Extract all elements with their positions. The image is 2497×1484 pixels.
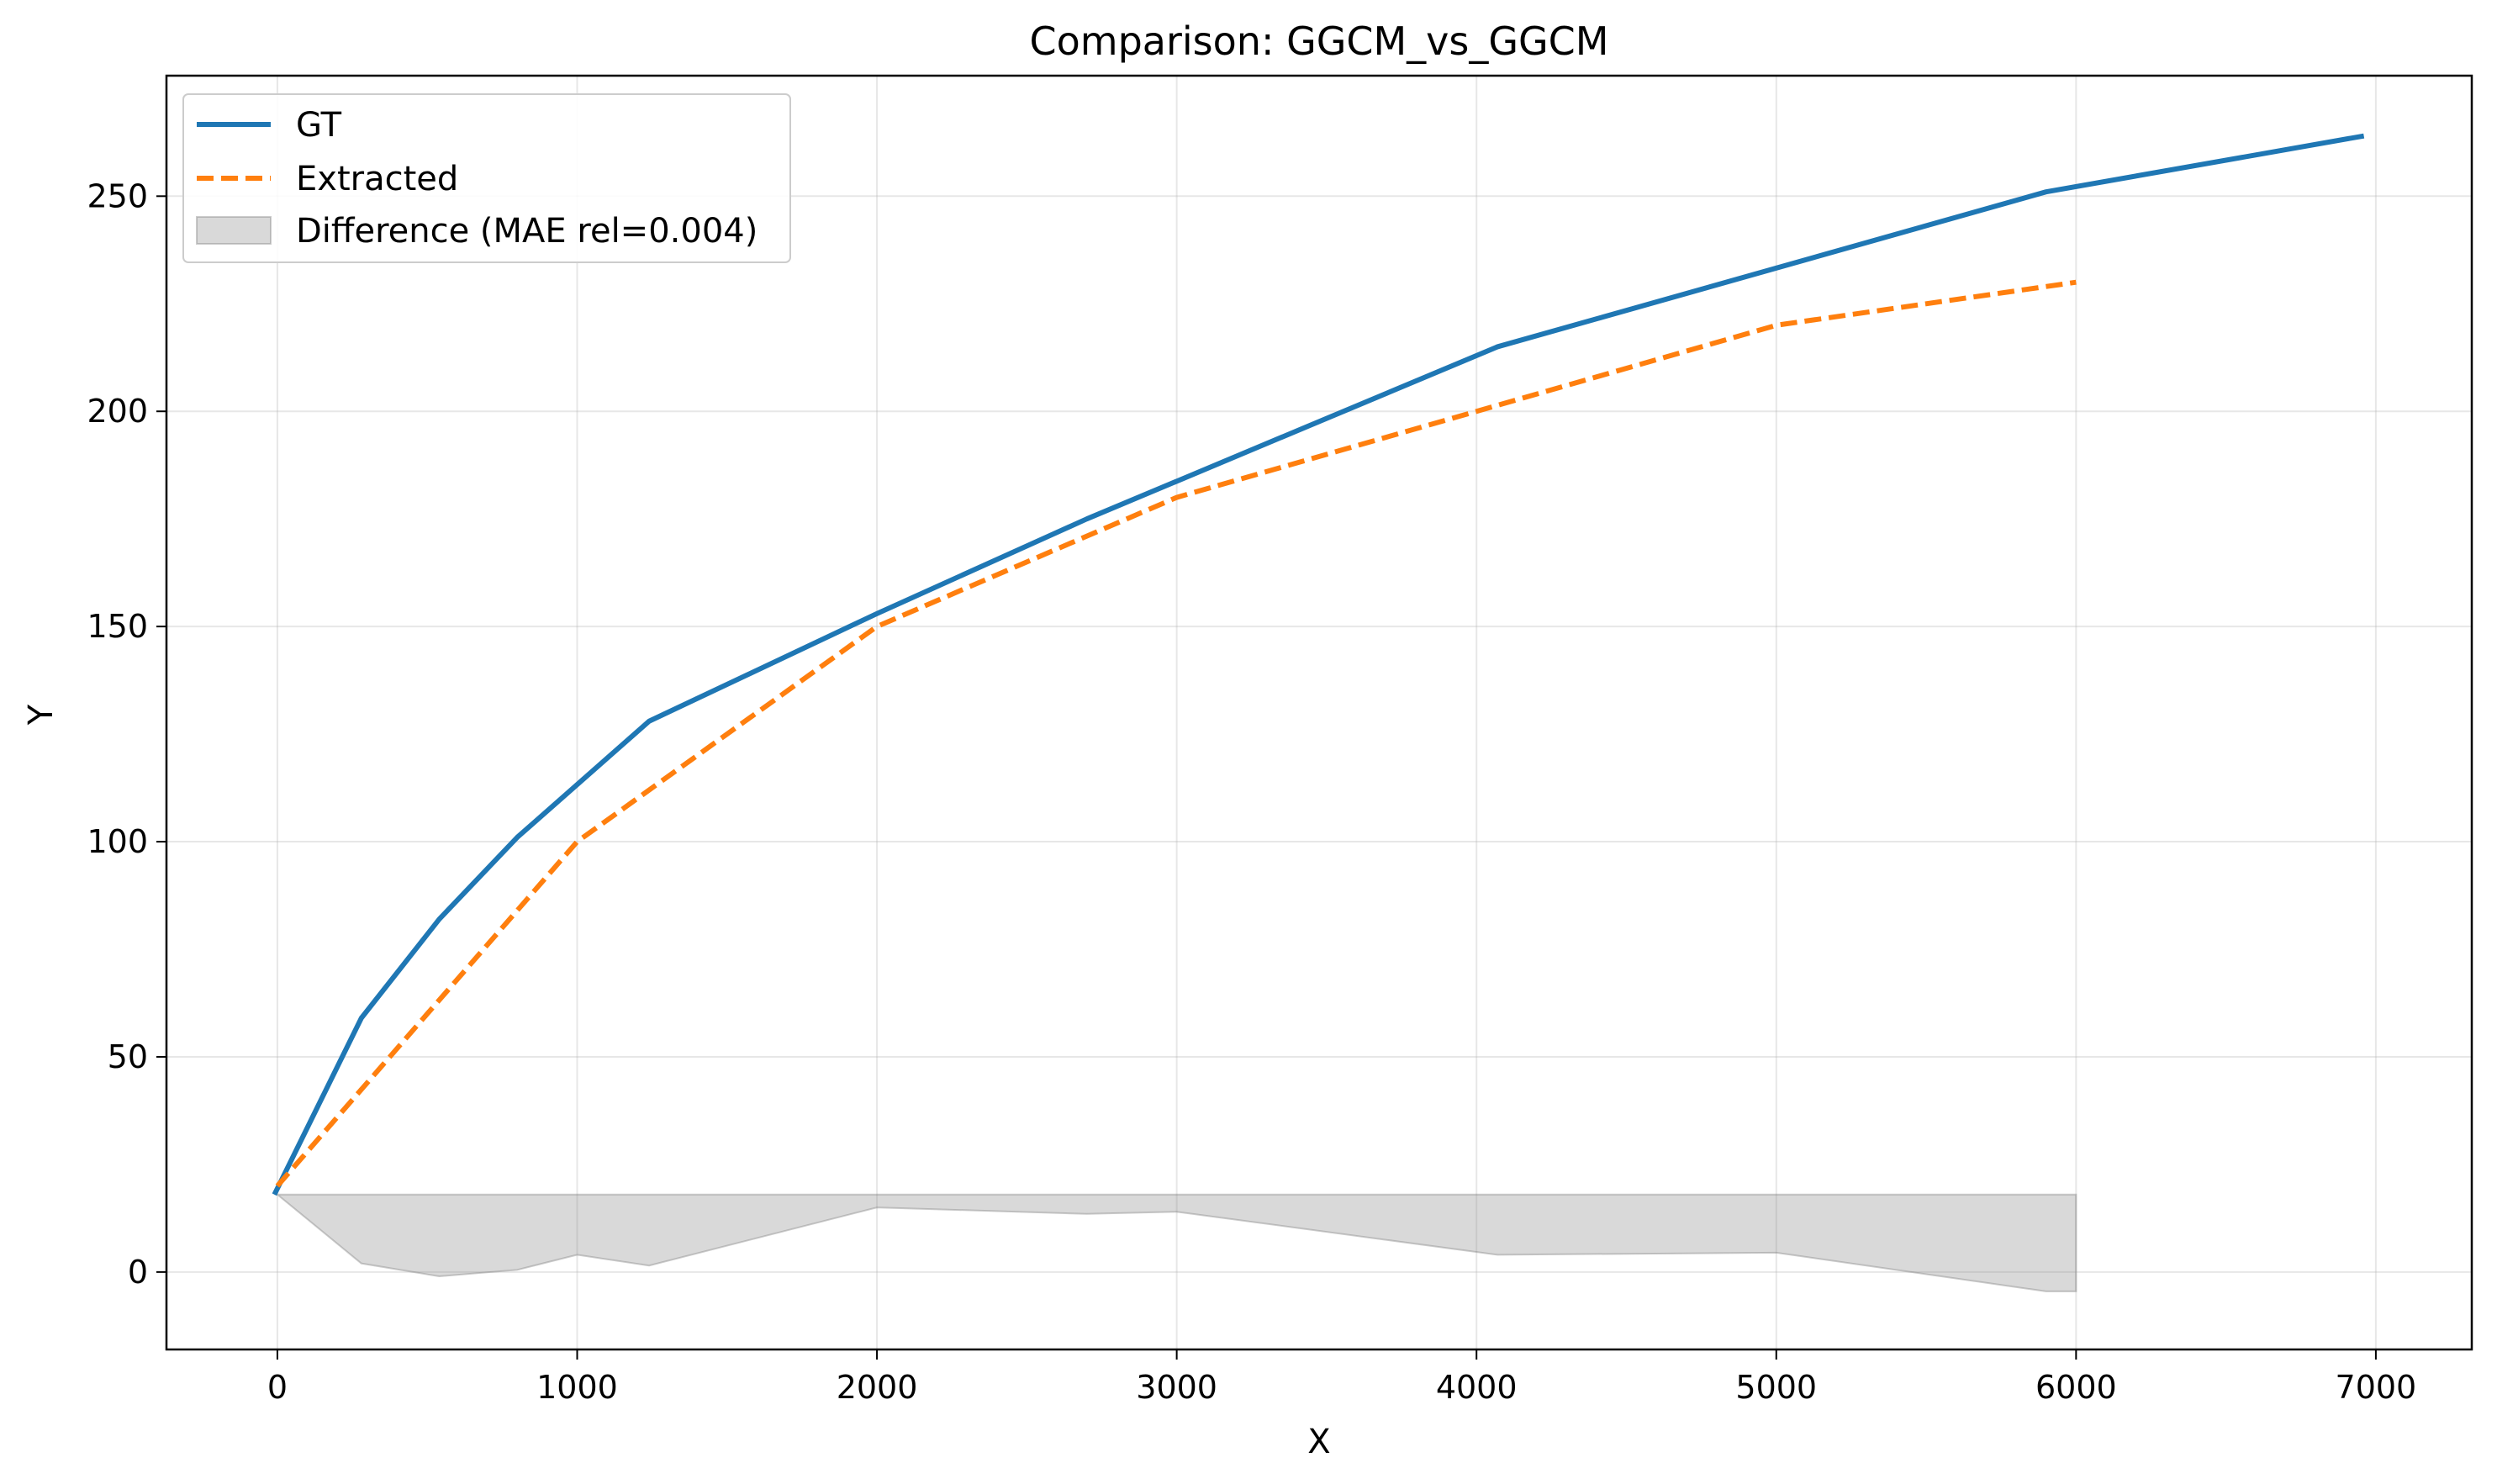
plot-frame — [165, 74, 2473, 1351]
x-tick-label: 2000 — [837, 1369, 918, 1406]
legend-difference-label: Difference (MAE rel=0.004) — [296, 212, 758, 251]
x-axis-ticks: 0 1000 2000 3000 4000 5000 6000 7000 — [267, 1349, 2416, 1406]
y-tick-label: 150 — [87, 608, 148, 645]
grid — [166, 76, 2472, 1349]
legend: GT Extracted Difference (MAE rel=0.004) — [182, 93, 791, 263]
legend-box — [182, 93, 791, 263]
legend-gt-label: GT — [296, 106, 342, 145]
series-line-gt — [272, 133, 2365, 1196]
chart-title: Comparison: GGCM_vs_GGCM — [1030, 18, 1609, 64]
x-axis-label: X — [1307, 1423, 1330, 1461]
x-tick-label: 7000 — [2336, 1369, 2417, 1406]
series-layer — [272, 133, 2365, 1196]
y-axis-ticks: 0 50 100 150 200 250 — [87, 177, 166, 1291]
x-tick-label: 4000 — [1436, 1369, 1518, 1406]
legend-difference-swatch — [196, 216, 272, 245]
x-tick-label: 1000 — [536, 1369, 618, 1406]
x-tick-label: 3000 — [1136, 1369, 1217, 1406]
x-tick-label: 0 — [267, 1369, 288, 1406]
y-tick-label: 100 — [87, 823, 148, 860]
y-tick-label: 0 — [128, 1254, 148, 1291]
x-tick-label: 5000 — [1735, 1369, 1817, 1406]
series-line-extracted — [275, 279, 2077, 1188]
y-tick-label: 200 — [87, 393, 148, 430]
legend-extracted-label: Extracted — [296, 160, 458, 198]
y-axis-label: Y — [22, 704, 61, 726]
difference-area — [275, 1193, 2077, 1292]
difference-area-layer — [275, 1193, 2077, 1292]
y-tick-label: 50 — [108, 1038, 148, 1075]
x-tick-label: 6000 — [2035, 1369, 2117, 1406]
y-tick-label: 250 — [87, 177, 148, 214]
